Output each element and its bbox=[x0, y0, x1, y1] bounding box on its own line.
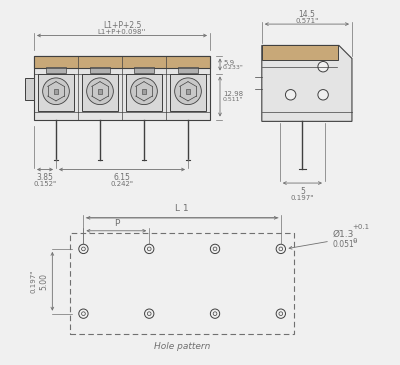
Bar bbox=[134, 67, 154, 73]
Bar bbox=[25, 78, 34, 100]
Text: 0.152": 0.152" bbox=[34, 181, 56, 187]
Bar bbox=[90, 67, 110, 73]
Text: 0.242": 0.242" bbox=[110, 181, 134, 187]
Text: 3.85: 3.85 bbox=[36, 173, 54, 181]
Text: 5.00: 5.00 bbox=[40, 273, 48, 290]
Bar bbox=[98, 89, 102, 94]
Text: 0.197": 0.197" bbox=[31, 270, 37, 293]
Text: 0.051": 0.051" bbox=[333, 240, 358, 249]
Text: 0.233": 0.233" bbox=[223, 65, 244, 70]
Text: 6.15: 6.15 bbox=[114, 173, 130, 181]
Text: L1+P+2.5: L1+P+2.5 bbox=[103, 22, 141, 31]
Bar bbox=[34, 55, 210, 68]
Bar bbox=[38, 73, 74, 111]
Text: 5: 5 bbox=[300, 187, 305, 196]
Text: 0.571": 0.571" bbox=[295, 18, 318, 24]
Bar bbox=[70, 233, 294, 334]
Text: +0.1: +0.1 bbox=[352, 224, 369, 230]
Circle shape bbox=[87, 78, 113, 105]
Circle shape bbox=[318, 89, 328, 100]
Text: P: P bbox=[114, 219, 119, 228]
Text: L1+P+0.098'': L1+P+0.098'' bbox=[98, 28, 146, 35]
Circle shape bbox=[131, 78, 157, 105]
Circle shape bbox=[175, 78, 201, 105]
Bar bbox=[142, 89, 146, 94]
Bar bbox=[126, 73, 162, 111]
Text: L 1: L 1 bbox=[175, 204, 189, 213]
Text: 0.511": 0.511" bbox=[223, 97, 244, 102]
Bar bbox=[54, 89, 58, 94]
Text: 12.98: 12.98 bbox=[223, 92, 243, 97]
Polygon shape bbox=[262, 45, 352, 121]
Bar bbox=[262, 45, 338, 59]
Text: 0: 0 bbox=[352, 238, 356, 244]
Text: Ø1.3: Ø1.3 bbox=[333, 230, 354, 239]
Circle shape bbox=[43, 78, 69, 105]
Circle shape bbox=[286, 89, 296, 100]
Bar bbox=[170, 73, 206, 111]
Bar bbox=[178, 67, 198, 73]
Bar bbox=[46, 67, 66, 73]
Bar bbox=[82, 73, 118, 111]
Text: Hole pattern: Hole pattern bbox=[154, 342, 210, 351]
Text: 14.5: 14.5 bbox=[298, 10, 315, 19]
Circle shape bbox=[318, 61, 328, 72]
Bar bbox=[34, 55, 210, 119]
Text: 5.9: 5.9 bbox=[223, 60, 234, 66]
Text: 0.197": 0.197" bbox=[291, 195, 314, 201]
Bar bbox=[186, 89, 190, 94]
